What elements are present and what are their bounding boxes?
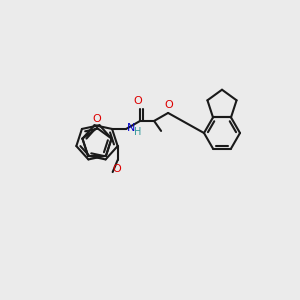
Text: N: N <box>127 123 136 133</box>
Text: O: O <box>134 96 142 106</box>
Text: O: O <box>93 115 101 124</box>
Text: O: O <box>112 164 121 174</box>
Text: H: H <box>134 127 142 137</box>
Text: O: O <box>165 100 173 110</box>
